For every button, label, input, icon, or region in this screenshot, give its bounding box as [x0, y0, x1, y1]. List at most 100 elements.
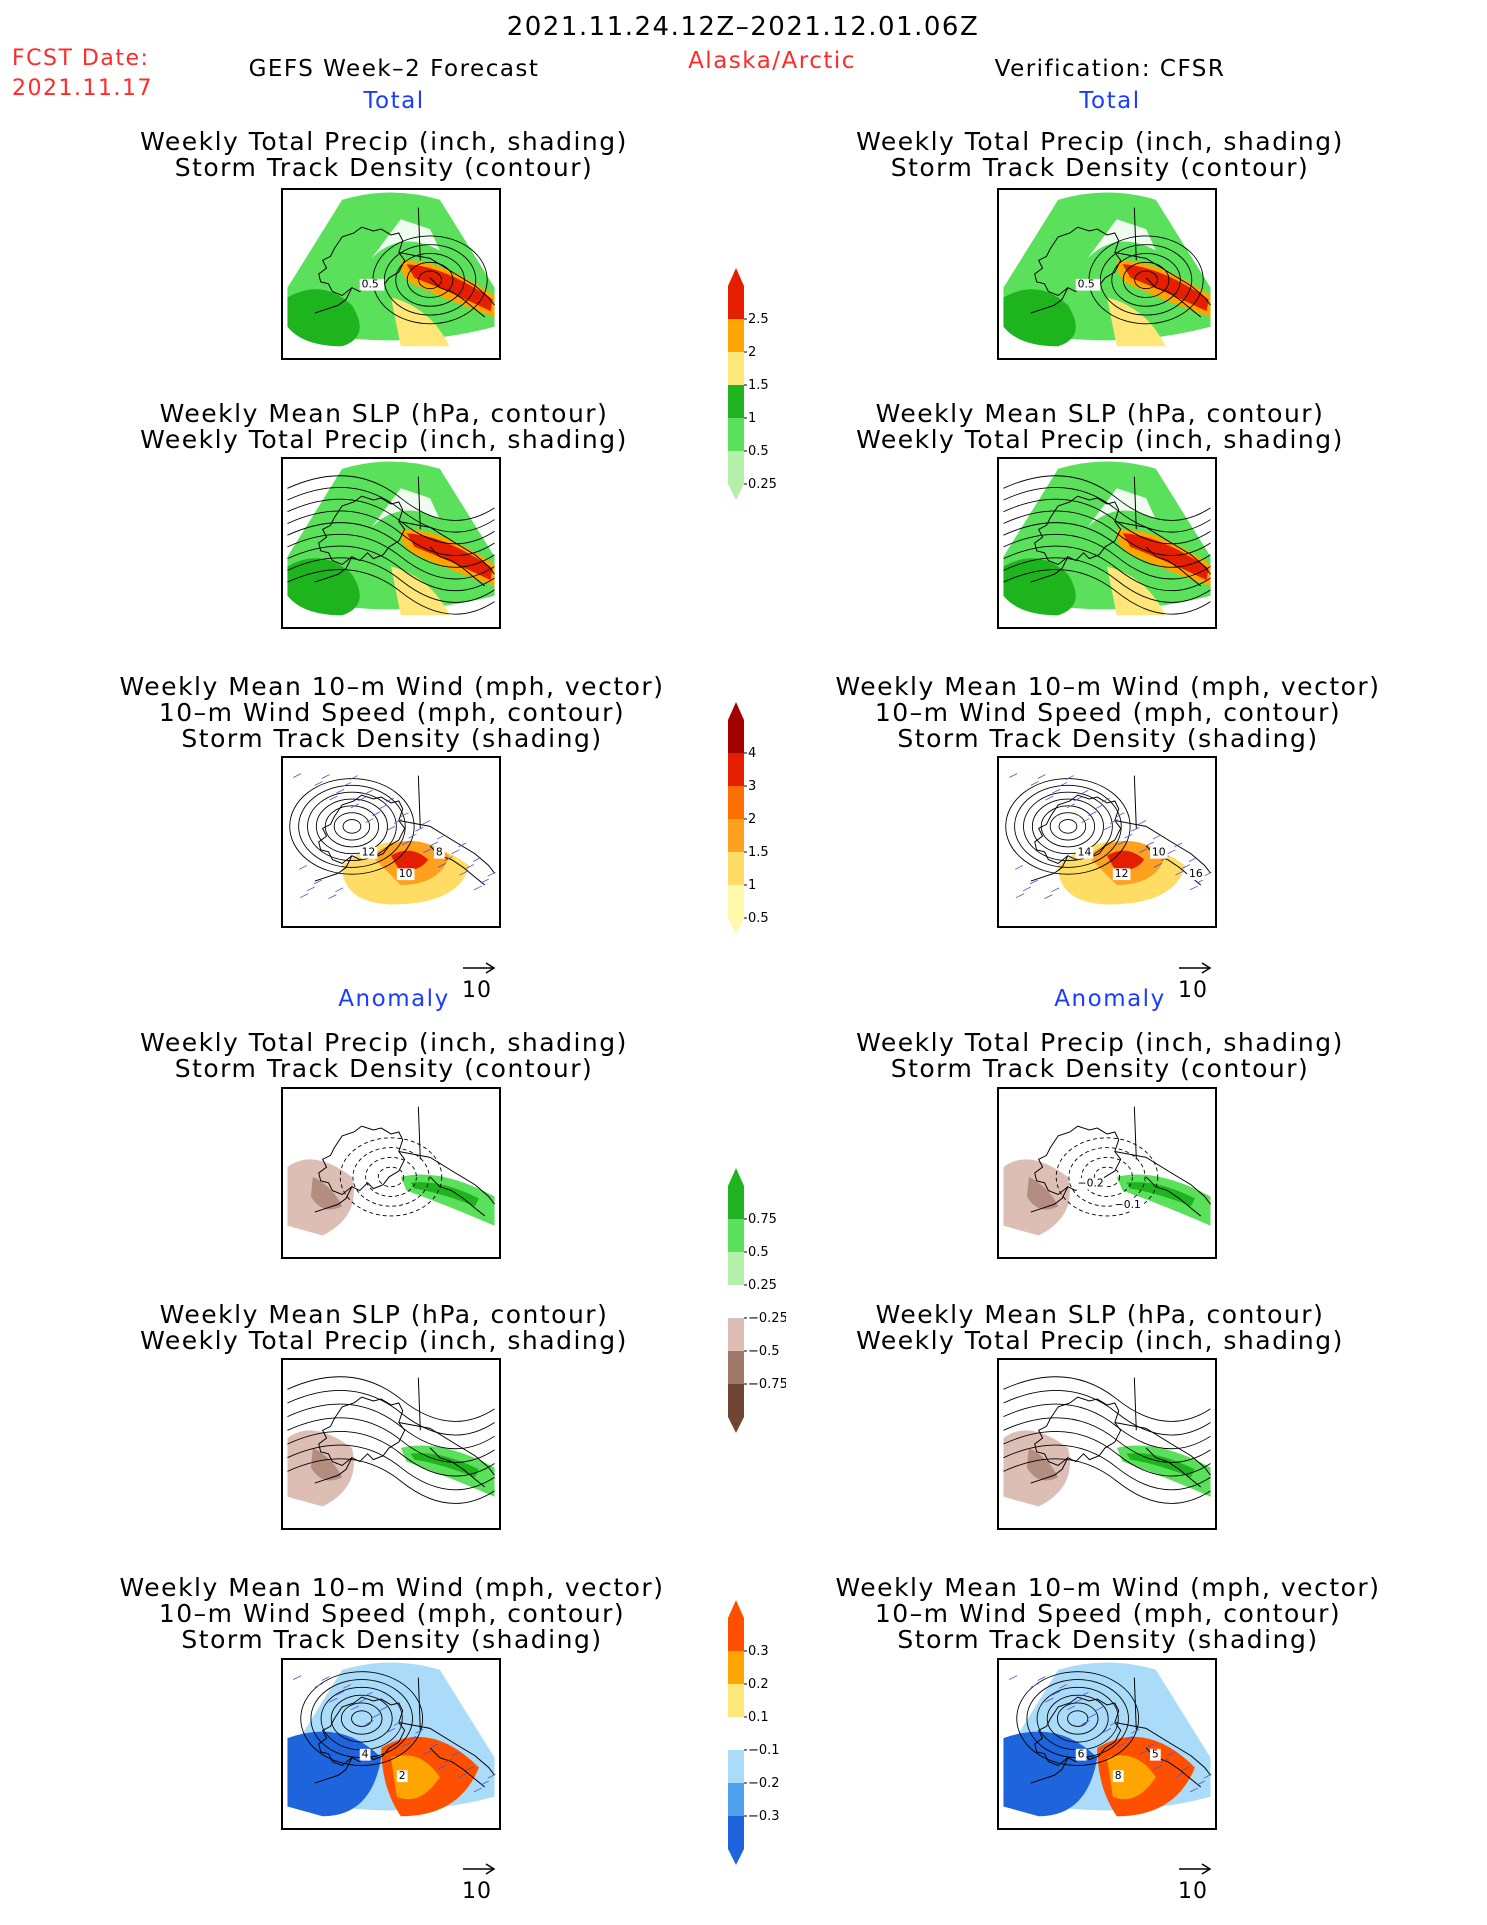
colorbar-tick-label: 1 — [748, 411, 756, 426]
colorbar-swatch — [728, 1618, 744, 1651]
colorbar-swatch — [728, 1351, 744, 1384]
colorbar-swatch — [728, 1783, 744, 1816]
map-ver-anom-wind-storm: 6 8 5 — [997, 1658, 1217, 1830]
title-r6-c: Storm Track Density (shading) — [897, 1625, 1319, 1654]
title-r1-a: Weekly Total Precip (inch, shading) — [856, 127, 1344, 156]
title-l3-c: Storm Track Density (shading) — [181, 724, 603, 753]
verification-title: Verification: CFSR — [994, 56, 1226, 82]
map-ver-total-precip-storm: 0.5 — [997, 188, 1217, 360]
vector-key-r1: 10 — [1178, 955, 1212, 1003]
title-r3-b: 10–m Wind Speed (mph, contour) — [874, 698, 1342, 727]
colorbar-tick-label: −0.25 — [748, 1311, 786, 1326]
colorbar-tick-label: 0.25 — [748, 1278, 777, 1293]
colorbar-swatch — [728, 786, 744, 819]
title-l4-b: Storm Track Density (contour) — [174, 1054, 594, 1083]
colorbar-swatch — [728, 1750, 744, 1783]
colorbar-tick-label: 0.3 — [748, 1644, 769, 1659]
title-l6-b: 10–m Wind Speed (mph, contour) — [158, 1599, 626, 1628]
colorbar-swatch — [728, 286, 744, 319]
title-l6-a: Weekly Mean 10–m Wind (mph, vector) — [119, 1573, 665, 1602]
contour-label: 5 — [1152, 1748, 1159, 1761]
colorbar-tick-label: −0.5 — [748, 1344, 780, 1359]
product-title: GEFS Week–2 Forecast — [248, 56, 540, 82]
vector-arrow-icon — [463, 962, 496, 974]
section-anomaly-left: Anomaly — [338, 986, 450, 1012]
colorbar-tick-label: 2 — [748, 345, 756, 360]
colorbar-tip-top — [728, 1168, 744, 1186]
colorbar-tick-label: 0.1 — [748, 1710, 769, 1725]
vector-key-label: 10 — [462, 978, 492, 1003]
contour-label: 16 — [1189, 867, 1203, 880]
contour-label: 8 — [1115, 1769, 1122, 1782]
colorbar-tick-label: −0.2 — [748, 1776, 780, 1791]
vector-arrow-icon — [1179, 1863, 1212, 1875]
contour-label: 0.5 — [362, 278, 379, 291]
contour-label: 6 — [1078, 1748, 1085, 1761]
contour-label: 12 — [362, 846, 376, 859]
colorbar-tick-label: 2.5 — [748, 312, 769, 327]
contour-label: 0.5 — [1078, 278, 1095, 291]
title-r2-a: Weekly Mean SLP (hPa, contour) — [875, 399, 1325, 428]
vector-key-r2: 10 — [1178, 1856, 1212, 1904]
colorbar-swatch — [728, 1816, 744, 1849]
colorbar-swatch — [728, 451, 744, 484]
vector-key-l1: 10 — [462, 955, 496, 1003]
contour-label: −0.2 — [1078, 1177, 1104, 1190]
map-fcst-total-slp-precip — [281, 457, 501, 629]
map-ver-anom-precip-storm: −0.2 −0.1 — [997, 1087, 1217, 1259]
map-ver-total-slp-precip — [997, 457, 1217, 629]
title-r3-a: Weekly Mean 10–m Wind (mph, vector) — [835, 672, 1381, 701]
contour-label: 12 — [1115, 867, 1129, 880]
vector-key-label: 10 — [462, 1879, 492, 1904]
map-fcst-anom-slp-precip — [281, 1358, 501, 1530]
colorbar-tick-label: −0.75 — [748, 1377, 786, 1392]
title-r6-a: Weekly Mean 10–m Wind (mph, vector) — [835, 1573, 1381, 1602]
vector-key-l2: 10 — [462, 1856, 496, 1904]
title-r3-c: Storm Track Density (shading) — [897, 724, 1319, 753]
title-l3-a: Weekly Mean 10–m Wind (mph, vector) — [119, 672, 665, 701]
colorbar-anom-storm-density: 0.3 0.2 0.1 −0.1 −0.2 −0.3 — [728, 1600, 780, 1865]
colorbar-swatch — [728, 352, 744, 385]
title-r4-a: Weekly Total Precip (inch, shading) — [856, 1028, 1344, 1057]
colorbar-tick-label: 2 — [748, 812, 756, 827]
title-r5-b: Weekly Total Precip (inch, shading) — [856, 1326, 1344, 1355]
colorbar-tip-top — [728, 1600, 744, 1618]
colorbar-tick-label: 4 — [748, 746, 756, 761]
colorbar-tick-label: 1 — [748, 878, 756, 893]
colorbar-tick-label: 0.75 — [748, 1212, 777, 1227]
map-ver-total-wind-storm: 14 12 10 16 — [997, 756, 1217, 928]
colorbar-tick-label: 0.5 — [748, 911, 769, 926]
contour-label: 2 — [399, 1769, 406, 1782]
title-l1-b: Storm Track Density (contour) — [174, 153, 594, 182]
title-l2-a: Weekly Mean SLP (hPa, contour) — [159, 399, 609, 428]
colorbar-swatch — [728, 1717, 744, 1750]
colorbar-swatch — [728, 885, 744, 918]
colorbar-tip-top — [728, 268, 744, 286]
colorbar-swatch — [728, 720, 744, 753]
colorbar-swatch — [728, 1252, 744, 1285]
colorbar-tip-bottom — [728, 1849, 744, 1865]
colorbar-swatch — [728, 753, 744, 786]
colorbar-swatch — [728, 819, 744, 852]
vector-key-label: 10 — [1178, 1879, 1208, 1904]
colorbar-tick-label: 3 — [748, 779, 756, 794]
colorbar-swatch — [728, 319, 744, 352]
period-title: 2021.11.24.12Z–2021.12.01.06Z — [506, 12, 980, 42]
colorbar-swatch — [728, 385, 744, 418]
colorbar-swatch — [728, 418, 744, 451]
colorbar-swatch — [728, 1651, 744, 1684]
title-r1-b: Storm Track Density (contour) — [890, 153, 1310, 182]
colorbar-swatch — [728, 1318, 744, 1351]
region-title: Alaska/Arctic — [688, 48, 856, 74]
vector-key-label: 10 — [1178, 978, 1208, 1003]
colorbar-swatch — [728, 1219, 744, 1252]
contour-label: 4 — [362, 1748, 369, 1761]
colorbar-tick-label: 1.5 — [748, 378, 769, 393]
title-r5-a: Weekly Mean SLP (hPa, contour) — [875, 1300, 1325, 1329]
colorbar-tick-label: 0.2 — [748, 1677, 769, 1692]
colorbar-tip-bottom — [728, 918, 744, 934]
fcst-date-value: 2021.11.17 — [12, 76, 153, 101]
title-l5-a: Weekly Mean SLP (hPa, contour) — [159, 1300, 609, 1329]
colorbar-tip-bottom — [728, 484, 744, 500]
